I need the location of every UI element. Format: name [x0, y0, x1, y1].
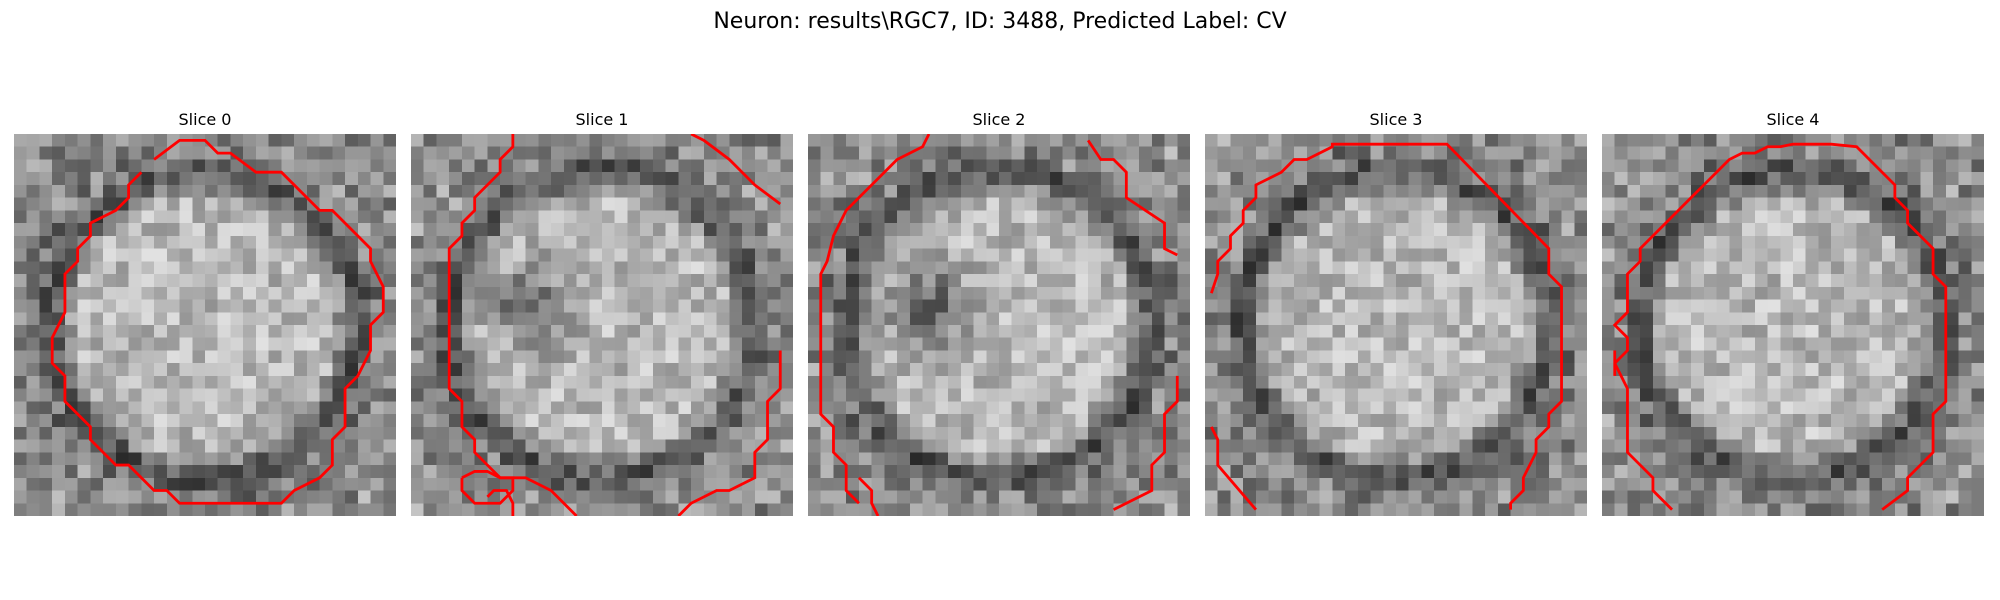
slice-panel-1: Slice 1	[411, 110, 793, 516]
slice-image	[1602, 134, 1984, 516]
slice-title: Slice 1	[411, 110, 793, 130]
slice-title: Slice 0	[14, 110, 396, 130]
slice-image	[1205, 134, 1587, 516]
slice-panel-2: Slice 2	[808, 110, 1190, 516]
slice-panel-3: Slice 3	[1205, 110, 1587, 516]
slice-panel-0: Slice 0	[14, 110, 396, 516]
slice-title: Slice 2	[808, 110, 1190, 130]
slice-title: Slice 3	[1205, 110, 1587, 130]
slice-image	[14, 134, 396, 516]
slice-panel-4: Slice 4	[1602, 110, 1984, 516]
slice-image	[411, 134, 793, 516]
figure-title: Neuron: results\RGC7, ID: 3488, Predicte…	[0, 8, 2000, 36]
slice-title: Slice 4	[1602, 110, 1984, 130]
slice-image	[808, 134, 1190, 516]
